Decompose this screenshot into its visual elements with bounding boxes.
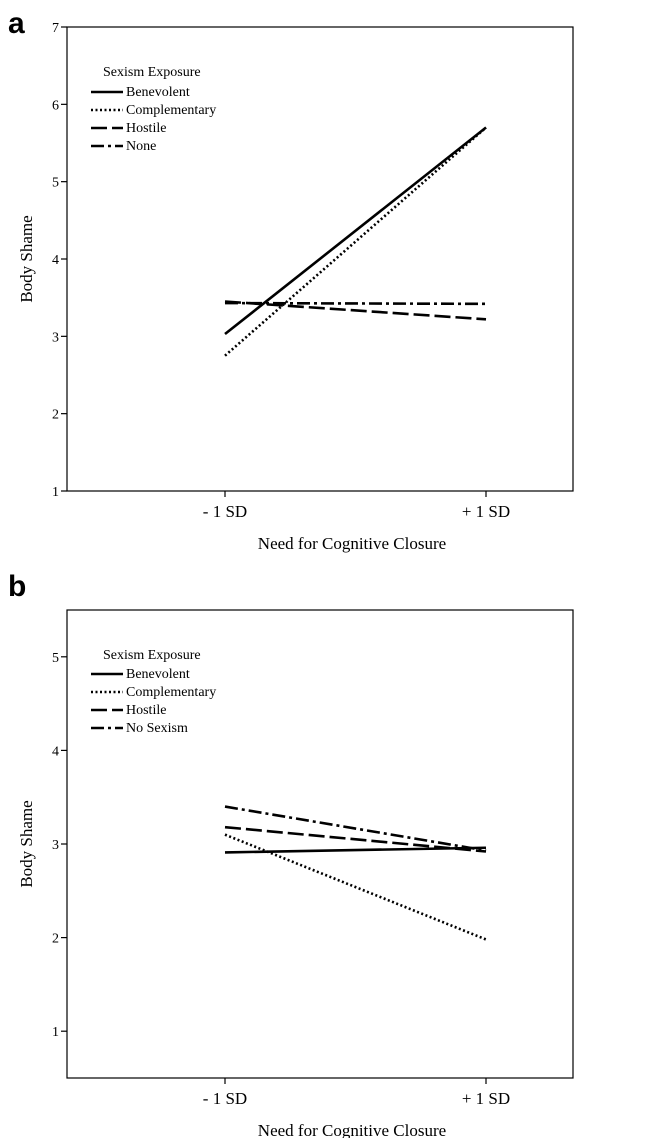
y-tick-label: 1 xyxy=(52,1025,59,1040)
panel-label: b xyxy=(8,570,26,603)
x-axis-title: Need for Cognitive Closure xyxy=(258,1121,446,1138)
legend-label: Hostile xyxy=(126,121,166,136)
chart-panel-b: b 1 2 3 4 5 - 1 SD + 1 SD Need for Cognitive Clo… xyxy=(8,570,574,1138)
y-tick-label: 4 xyxy=(52,253,59,268)
y-axis-title: Body Shame xyxy=(17,215,36,302)
legend-label: Complementary xyxy=(126,103,216,118)
x-tick-label: - 1 SD xyxy=(203,502,247,521)
legend-label: No Sexism xyxy=(126,721,188,736)
y-tick-label: 4 xyxy=(52,744,59,759)
y-tick-label: 6 xyxy=(52,98,59,113)
legend-label: Hostile xyxy=(126,703,166,718)
y-axis-title: Body Shame xyxy=(17,800,36,887)
legend-label: Complementary xyxy=(126,685,216,700)
y-tick-label: 2 xyxy=(52,932,59,947)
legend: Sexism Exposure Benevolent Complementary Ho… xyxy=(91,648,216,736)
x-axis-title: Need for Cognitive Closure xyxy=(258,534,446,553)
y-tick-label: 5 xyxy=(52,651,59,666)
y-tick-label: 3 xyxy=(52,838,59,853)
y-tick-label: 7 xyxy=(52,21,59,36)
legend-label: None xyxy=(126,139,156,154)
y-tick-label: 1 xyxy=(52,485,59,500)
legend-label: Benevolent xyxy=(126,85,190,100)
x-tick-label: + 1 SD xyxy=(462,502,510,521)
series-line-hostile xyxy=(224,825,487,853)
legend-title: Sexism Exposure xyxy=(103,648,201,663)
series-line-no-sexism xyxy=(224,805,487,852)
legend-label: Benevolent xyxy=(126,667,190,682)
chart-panel-a: a 1 2 3 4 5 6 7 - 1 SD + 1 SD Need for Cognitive C… xyxy=(8,7,574,553)
series-line-complementary xyxy=(224,126,487,357)
legend-title: Sexism Exposure xyxy=(103,65,201,80)
series-line-benevolent xyxy=(224,126,487,336)
legend: Sexism Exposure Benevolent Complementary Ho… xyxy=(91,65,216,154)
y-tick-label: 5 xyxy=(52,176,59,191)
panel-label: a xyxy=(8,7,25,40)
x-tick-label: - 1 SD xyxy=(203,1089,247,1108)
y-tick-label: 2 xyxy=(52,408,59,423)
series-line-none xyxy=(224,301,487,306)
y-tick-label: 3 xyxy=(52,330,59,345)
x-tick-label: + 1 SD xyxy=(462,1089,510,1108)
series-line-complementary xyxy=(224,833,487,941)
